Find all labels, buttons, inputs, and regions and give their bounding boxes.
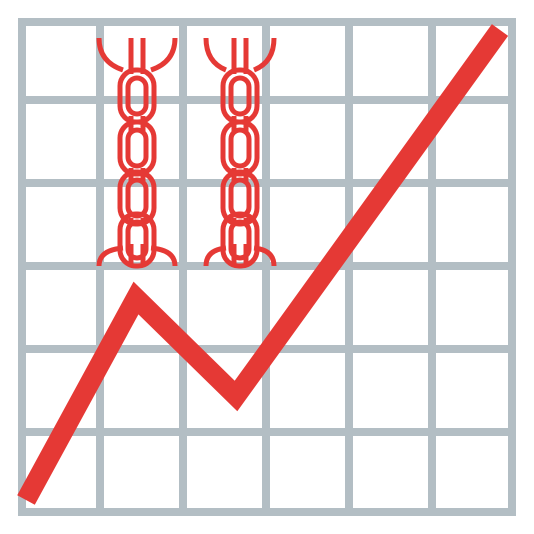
chain-prong [252,37,277,73]
chain-link-inner [228,75,252,117]
chains-group [96,37,277,269]
chain-prong [150,37,178,73]
right-chain-icon [203,37,277,269]
chain-link-inner [228,219,252,261]
chain-prong [253,245,277,267]
chain-prong [150,245,178,267]
chain-prong [96,37,124,73]
chain-link [220,211,260,269]
chain-link-inner [125,75,149,117]
chain-link-inner [228,127,252,169]
left-chain-icon [96,37,178,269]
chain-prong [203,37,228,73]
chain-link [117,211,157,269]
chain-prong [203,245,227,267]
chain-link-inner [125,127,149,169]
rising-trend-line [17,24,509,505]
chain-link-inner [125,219,149,261]
chain-prong [96,245,124,267]
